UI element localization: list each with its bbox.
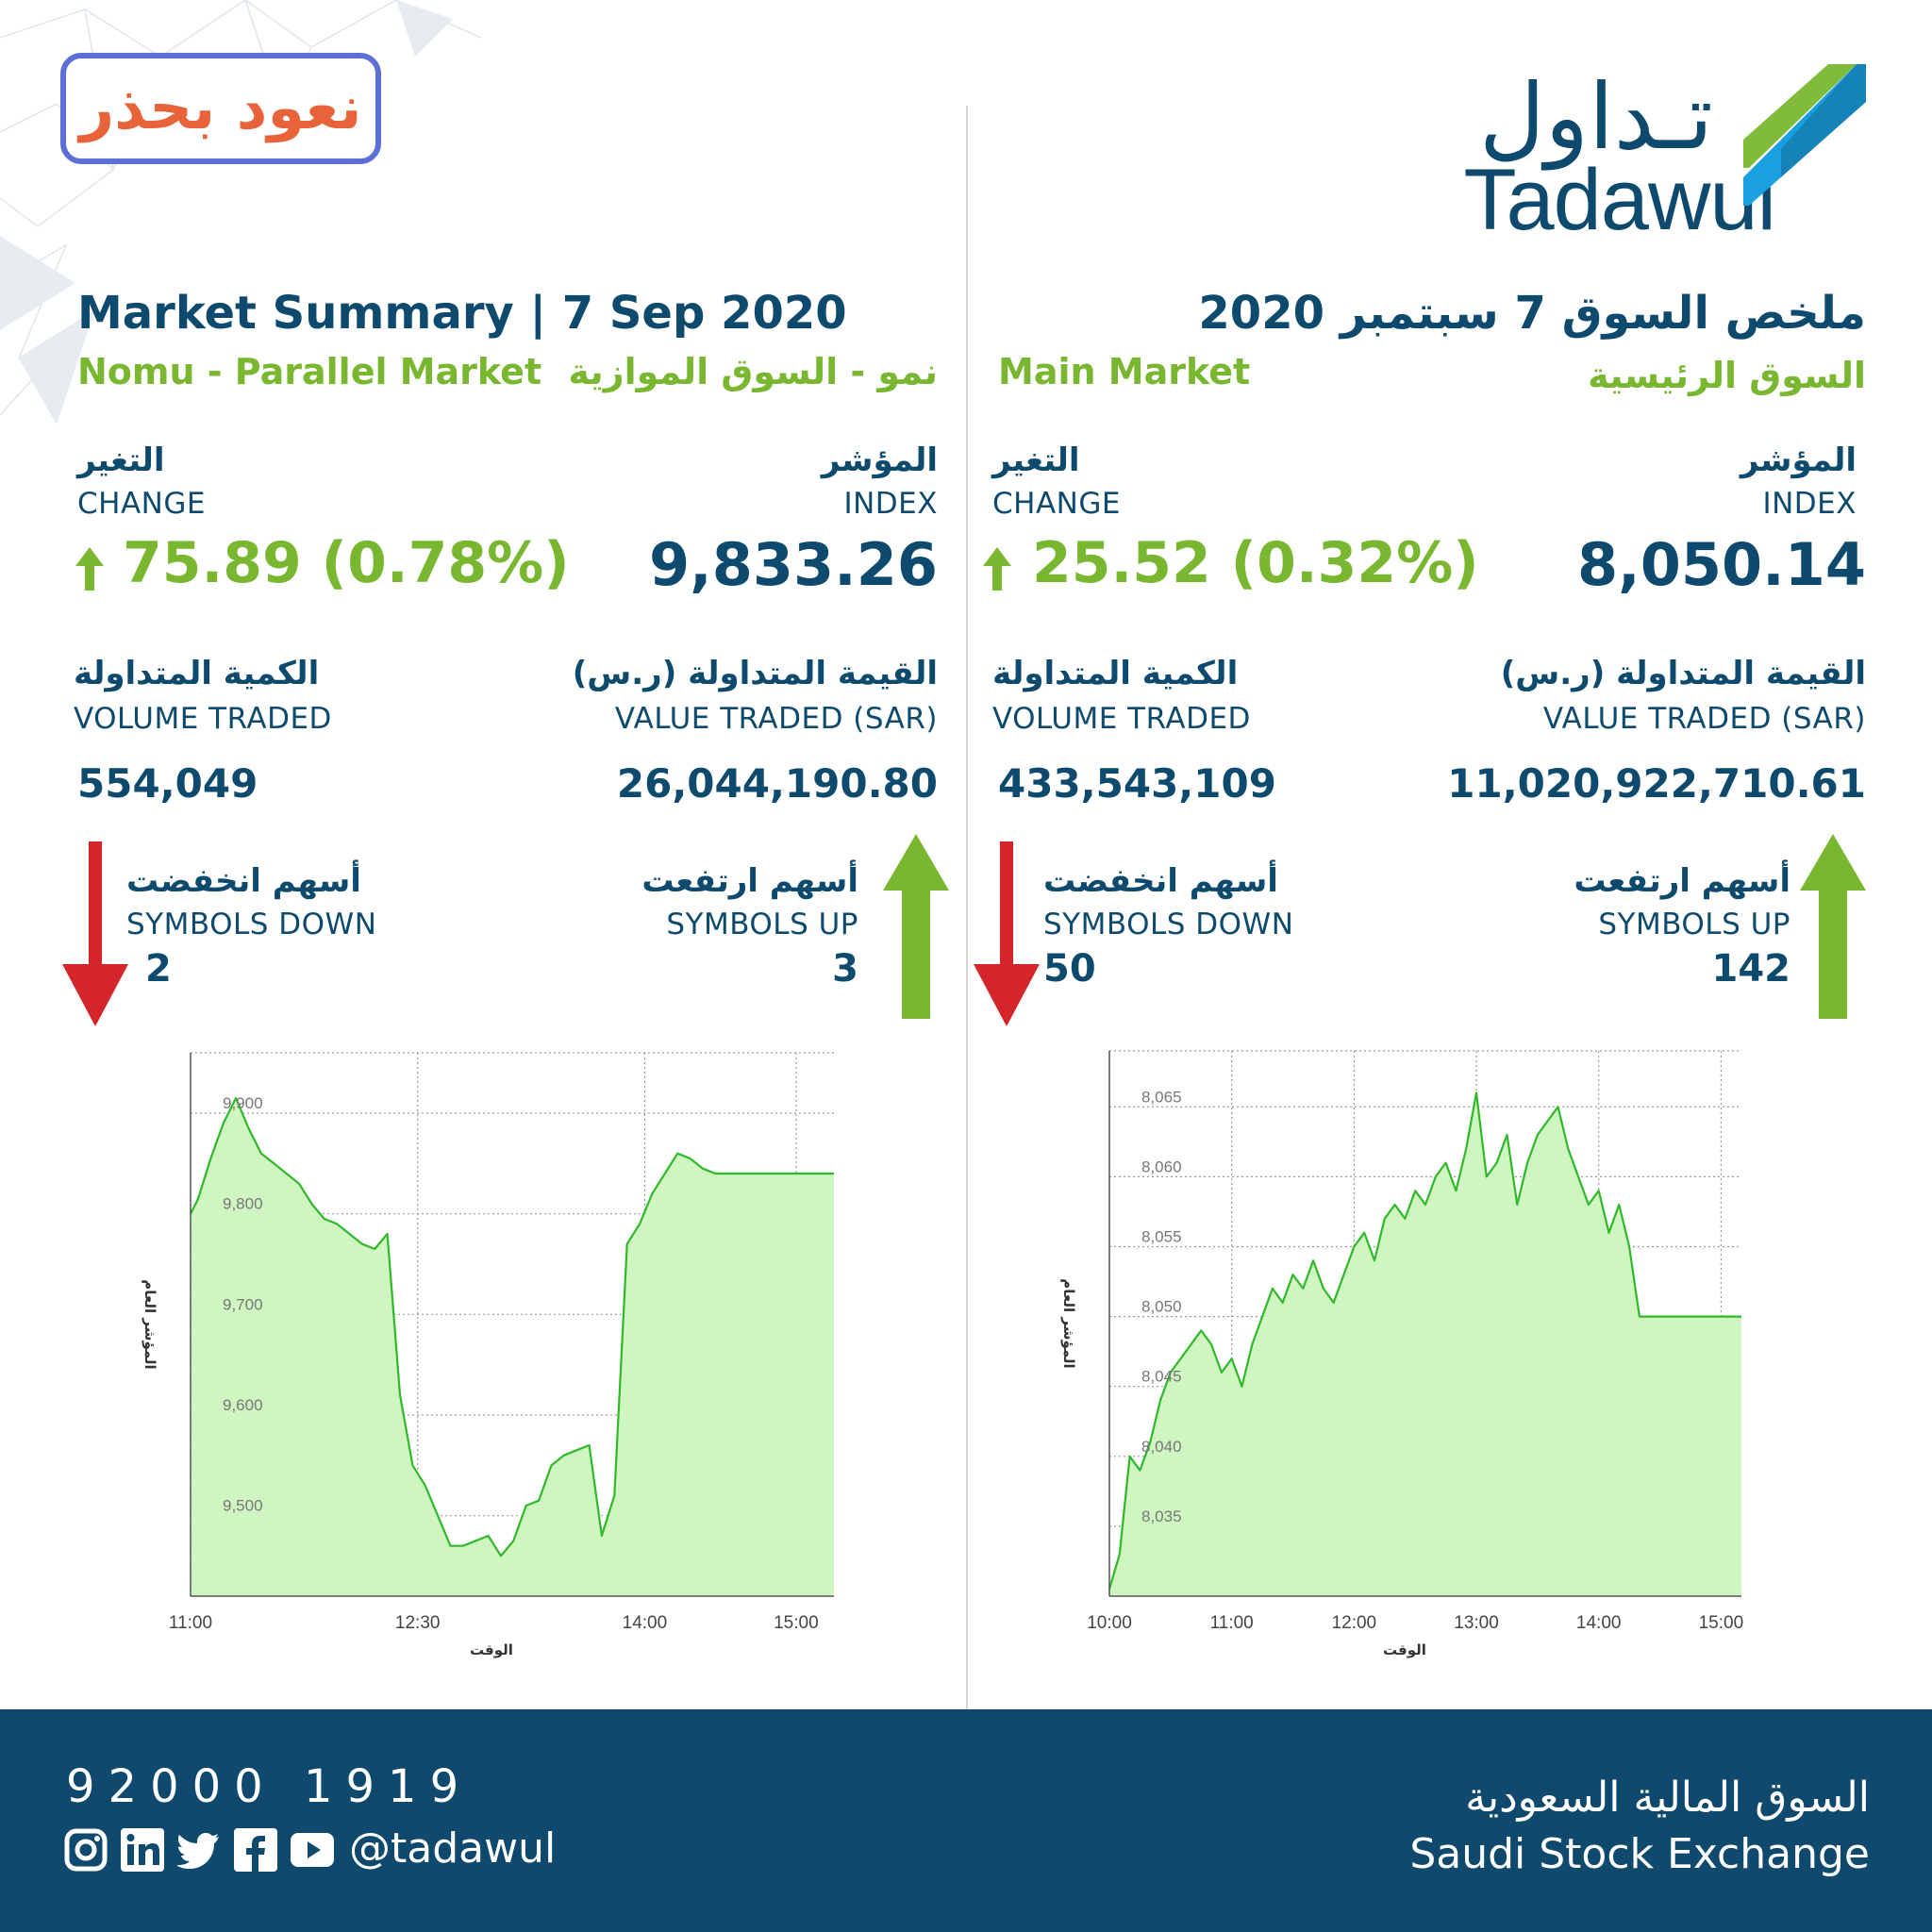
main-index-label-ar: المؤشر [1740, 441, 1857, 479]
main-x-tick-label-4: 14:00 [1576, 1613, 1622, 1633]
main-change-value: 25.52 (0.32%) [1032, 530, 1479, 596]
nomu-symbols-up-label-ar: أسهم ارتفعت [641, 862, 858, 900]
main-volume-label-en: VOLUME TRADED [992, 702, 1251, 736]
nomu-value-label-ar: القيمة المتداولة (ر.س) [572, 655, 938, 692]
nomu-y-tick-label-2: 9,700 [223, 1295, 263, 1313]
main-x-tick-label-3: 13:00 [1454, 1613, 1499, 1633]
main-change-label-en: CHANGE [992, 487, 1121, 521]
footer-bar [0, 1709, 1932, 1932]
nomu-x-tick-label-1: 12:30 [395, 1613, 441, 1633]
main-symbols-up-value: 142 [1711, 947, 1791, 991]
tadawul-logo-mark [1743, 64, 1866, 206]
main-symbols-down-arrow-icon [974, 841, 1040, 1026]
nomu-index-label-en: INDEX [843, 487, 938, 521]
instagram-icon[interactable] [64, 1828, 108, 1872]
main-index-value: 8,050.14 [1577, 530, 1866, 599]
nomu-y-tick-label-1: 9,600 [223, 1396, 263, 1414]
footer-exchange-name-ar: السوق المالية السعودية [1465, 1774, 1870, 1822]
main-y-tick-label-4: 8,055 [1141, 1227, 1182, 1245]
nomu-y-tick-label-0: 9,500 [223, 1497, 263, 1515]
main-index-label-en: INDEX [1762, 487, 1857, 521]
logo-arabic-text: تـداول [1478, 64, 1713, 170]
footer-exchange-name-en: Saudi Stock Exchange [1409, 1830, 1870, 1878]
nomu-x-axis-title: الوقت [470, 1641, 513, 1658]
main-x-tick-label-5: 15:00 [1699, 1613, 1744, 1633]
nomu-area-fill [191, 1098, 834, 1596]
nomu-index-label-ar: المؤشر [821, 441, 938, 479]
decorative-network-background [0, 0, 482, 425]
main-x-tick-label-0: 10:00 [1087, 1613, 1132, 1633]
main-volume-label-ar: الكمية المتداولة [992, 655, 1239, 692]
main-y-tick-label-5: 8,060 [1141, 1158, 1182, 1175]
left-title: Market Summary | 7 Sep 2020 [77, 287, 847, 340]
nomu-change-value: 75.89 (0.78%) [123, 530, 570, 596]
nomu-name-en: Nomu - Parallel Market [77, 351, 542, 392]
nomu-symbols-down-label-en: SYMBOLS DOWN [126, 908, 377, 941]
nomu-x-tick-label-0: 11:00 [169, 1613, 212, 1633]
campaign-badge-text: نعود بحذر [79, 74, 362, 143]
main-symbols-down-label-en: SYMBOLS DOWN [1043, 908, 1294, 941]
nomu-y-axis-title: المؤشر العام [142, 1279, 158, 1369]
main-value-value: 11,020,922,710.61 [1447, 760, 1866, 807]
youtube-icon[interactable] [291, 1828, 334, 1872]
main-change-label-ar: التغير [992, 441, 1080, 479]
main-symbols-up-label-en: SYMBOLS UP [1598, 908, 1790, 941]
main-volume-value: 433,543,109 [998, 760, 1276, 807]
main-y-tick-label-1: 8,040 [1141, 1438, 1182, 1456]
main-value-label-en: VALUE TRADED (SAR) [1542, 702, 1866, 736]
nomu-value-value: 26,044,190.80 [616, 760, 938, 807]
nomu-y-tick-label-4: 9,900 [223, 1094, 263, 1112]
main-symbols-down-label-ar: أسهم انخفضت [1043, 862, 1278, 900]
logo-english-text: Tadawul [1463, 152, 1776, 248]
twitter-icon[interactable] [177, 1828, 221, 1872]
nomu-index-value: 9,833.26 [649, 530, 938, 599]
main-x-tick-label-1: 11:00 [1210, 1613, 1254, 1633]
nomu-symbols-down-arrow-icon [62, 841, 128, 1026]
main-symbols-up-arrow-icon [1800, 834, 1866, 1019]
nomu-x-tick-label-3: 15:00 [774, 1613, 819, 1633]
nomu-index-line [190, 1096, 834, 1557]
linkedin-icon[interactable] [121, 1828, 164, 1872]
nomu-symbols-down-value: 2 [145, 947, 172, 991]
nomu-symbols-up-value: 3 [832, 947, 858, 991]
main-y-tick-label-6: 8,065 [1141, 1088, 1182, 1106]
main-y-tick-label-0: 8,035 [1141, 1507, 1182, 1525]
right-title: ملخص السوق 7 سبتمبر 2020 [1198, 287, 1866, 340]
nomu-symbols-up-arrow-icon [883, 834, 949, 1019]
facebook-icon[interactable] [234, 1828, 277, 1872]
main-symbols-up-label-ar: أسهم ارتفعت [1574, 862, 1790, 900]
main-x-tick-label-2: 12:00 [1332, 1613, 1377, 1633]
nomu-change-label-en: CHANGE [77, 487, 206, 521]
main-index-line [1108, 1091, 1741, 1590]
main-change-up-arrow-icon [983, 547, 1011, 591]
nomu-name-ar: نمو - السوق الموازية [568, 351, 938, 392]
nomu-volume-label-en: VOLUME TRADED [74, 702, 332, 736]
main-name-en: Main Market [998, 351, 1251, 392]
main-y-axis-title: المؤشر العام [1060, 1278, 1077, 1368]
nomu-volume-value: 554,049 [77, 760, 258, 807]
campaign-badge [60, 53, 381, 164]
nomu-symbols-up-label-en: SYMBOLS UP [666, 908, 858, 941]
column-divider [966, 106, 968, 1709]
main-name-ar: السوق الرئيسية [1588, 355, 1866, 396]
main-value-label-ar: القيمة المتداولة (ر.س) [1500, 655, 1866, 692]
main-symbols-down-value: 50 [1043, 947, 1096, 991]
footer-social-handle[interactable]: @tadawul [349, 1824, 557, 1873]
nomu-change-up-arrow-icon [75, 547, 104, 591]
nomu-symbols-down-label-ar: أسهم انخفضت [126, 862, 361, 900]
footer-phone-number[interactable]: 92000 1919 [66, 1760, 473, 1813]
main-area-fill [1109, 1092, 1741, 1596]
nomu-value-label-en: VALUE TRADED (SAR) [614, 702, 938, 736]
main-y-tick-label-3: 8,050 [1141, 1298, 1182, 1316]
nomu-change-label-ar: التغير [77, 441, 165, 479]
main-x-axis-title: الوقت [1383, 1641, 1426, 1658]
nomu-x-tick-label-2: 14:00 [623, 1613, 668, 1633]
nomu-y-tick-label-3: 9,800 [223, 1195, 263, 1213]
nomu-volume-label-ar: الكمية المتداولة [74, 655, 320, 692]
main-y-tick-label-2: 8,045 [1141, 1368, 1182, 1386]
